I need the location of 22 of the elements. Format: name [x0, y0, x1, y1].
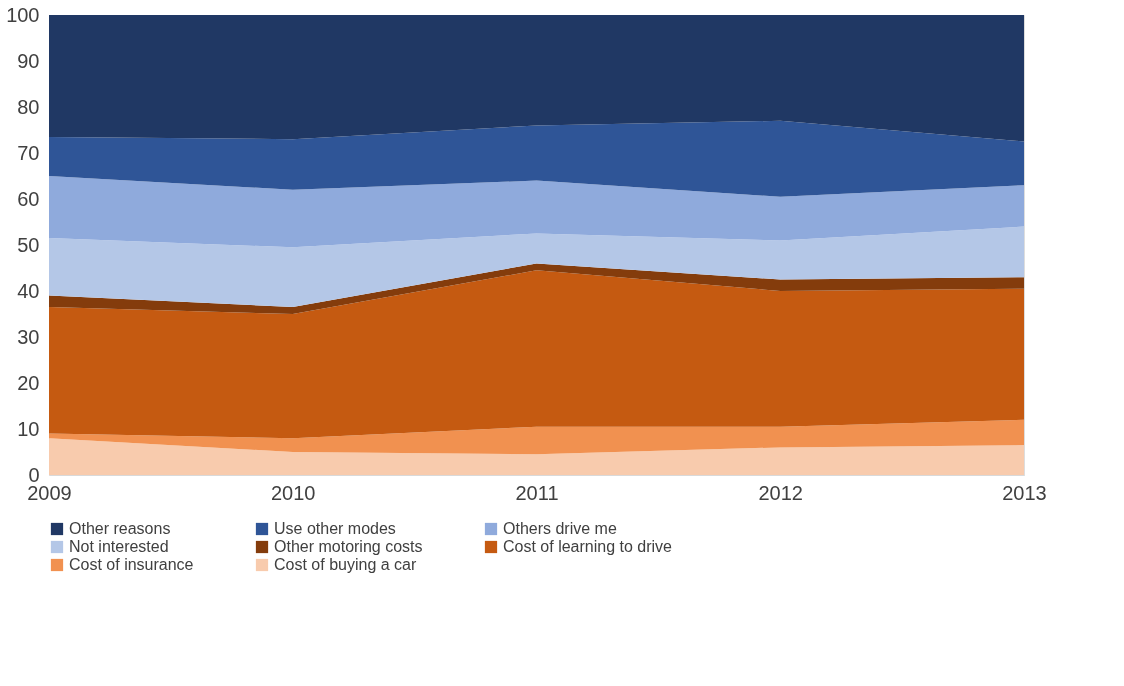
legend-label: Use other modes [274, 520, 396, 537]
y-tick-label: 20 [17, 371, 40, 394]
y-tick-label: 70 [17, 141, 40, 164]
legend-label: Cost of learning to drive [503, 538, 673, 555]
x-tick-label: 2011 [515, 481, 559, 504]
legend-label: Other motoring costs [274, 538, 423, 555]
y-tick-label: 80 [17, 95, 40, 118]
legend-label: Cost of buying a car [274, 556, 417, 573]
y-tick-label: 30 [17, 325, 40, 348]
x-tick-label: 2013 [1002, 481, 1047, 504]
y-tick-label: 50 [17, 233, 40, 256]
y-tick-label: 10 [17, 417, 40, 440]
y-tick-label: 60 [17, 187, 40, 210]
legend-label: Other reasons [69, 520, 171, 537]
y-tick-label: 100 [6, 3, 40, 26]
x-tick-label: 2010 [271, 481, 316, 504]
x-tick-label: 2012 [758, 481, 803, 504]
legend-label: Cost of insurance [69, 556, 194, 573]
legend-label: Others drive me [503, 520, 617, 537]
y-tick-label: 40 [17, 279, 40, 302]
legend-label: Not interested [69, 538, 169, 555]
y-tick-label: 90 [17, 49, 40, 72]
